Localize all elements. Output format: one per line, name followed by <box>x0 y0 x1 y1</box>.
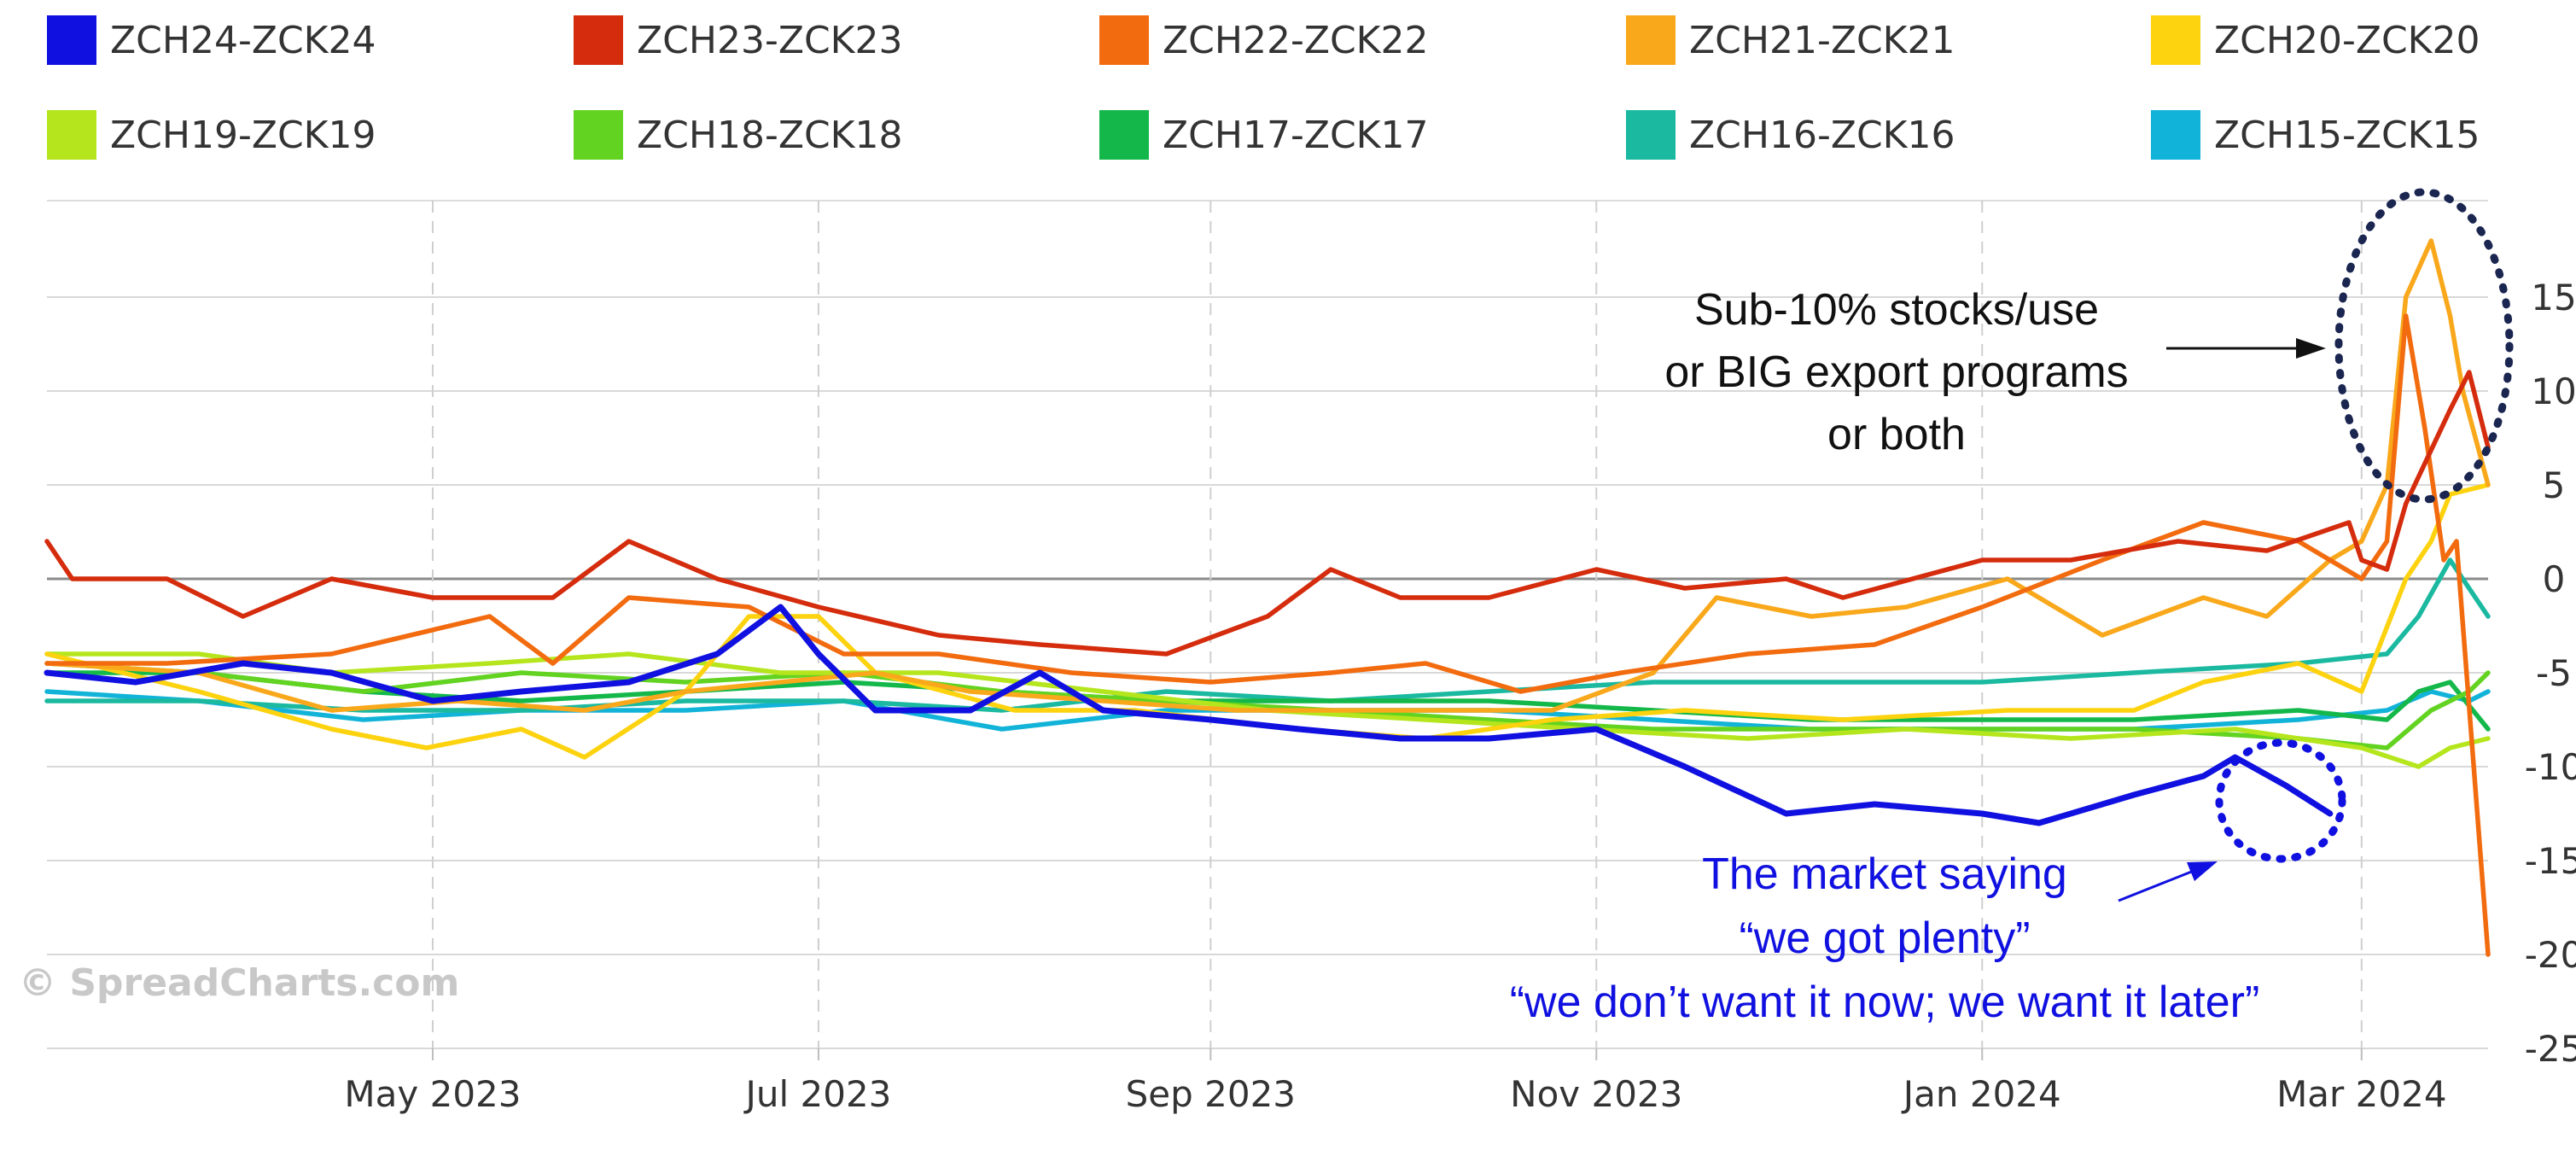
y-axis: 15 10 5 0 -5 -10 -15 -20 -25 <box>2525 277 2576 1070</box>
x-tick-label: Jan 2024 <box>1901 1073 2061 1115</box>
legend-item[interactable]: ZCH17-ZCK17 <box>1099 109 1429 161</box>
chart-grid <box>47 200 2488 1049</box>
series-line <box>44 651 2491 769</box>
chart-series-layer <box>44 238 2491 957</box>
x-axis: May 2023 Jul 2023 Sep 2023 Nov 2023 Jan 2024… <box>344 1048 2447 1115</box>
annotation-text: or BIG export programs <box>1664 347 2128 397</box>
series-line <box>44 670 2491 732</box>
y-tick-label: -25 <box>2525 1028 2576 1070</box>
y-tick-label: -10 <box>2525 746 2576 788</box>
annotation-text: Sub-10% stocks/use <box>1694 285 2099 335</box>
y-tick-label: -20 <box>2525 934 2576 976</box>
series-line <box>44 557 2491 713</box>
legend-item[interactable]: ZCH24-ZCK24 <box>47 15 376 66</box>
x-tick-label: Sep 2023 <box>1126 1073 1296 1115</box>
legend-label: ZCH18-ZCK18 <box>637 113 903 157</box>
chart-legend: ZCH24-ZCK24 ZCH23-ZCK23 ZCH22-ZCK22 ZCH21-Z… <box>0 0 2576 179</box>
legend-label: ZCH16-ZCK16 <box>1689 113 1955 157</box>
arrow-head <box>2296 338 2326 359</box>
series-line <box>44 604 2334 826</box>
series-line <box>44 238 2491 713</box>
legend-swatch <box>1099 110 1149 160</box>
legend-label: ZCH23-ZCK23 <box>637 18 903 62</box>
legend-label: ZCH22-ZCK22 <box>1163 18 1429 62</box>
x-tick-label: Mar 2024 <box>2276 1073 2446 1115</box>
arrow-head <box>2187 861 2218 881</box>
legend-item[interactable]: ZCH20-ZCK20 <box>2151 15 2480 66</box>
y-tick-label: 0 <box>2543 558 2566 600</box>
x-tick-label: Jul 2023 <box>743 1073 891 1115</box>
legend-item[interactable]: ZCH19-ZCK19 <box>47 109 376 161</box>
legend-swatch <box>1099 15 1149 65</box>
annotation-text: The market saying <box>1702 849 2067 899</box>
legend-swatch <box>47 110 96 160</box>
legend-label: ZCH21-ZCK21 <box>1689 18 1955 62</box>
legend-label: ZCH24-ZCK24 <box>110 18 376 62</box>
annotation-text: “we got plenty” <box>1739 914 2030 963</box>
annotation-text: “we don’t want it now; we want it later” <box>1510 978 2260 1027</box>
legend-swatch <box>2151 15 2200 65</box>
legend-swatch <box>1626 15 1676 65</box>
y-tick-label: 10 <box>2531 371 2576 412</box>
series-line <box>44 313 2491 957</box>
y-tick-label: -15 <box>2525 840 2576 882</box>
legend-item[interactable]: ZCH23-ZCK23 <box>574 15 903 66</box>
chart-annotations: Sub-10% stocks/use or BIG export programs… <box>1510 188 2514 1027</box>
y-tick-label: -5 <box>2536 652 2572 694</box>
annotation-arrow <box>2118 869 2194 902</box>
legend-item[interactable]: ZCH22-ZCK22 <box>1099 15 1429 66</box>
legend-item[interactable]: ZCH15-ZCK15 <box>2151 109 2480 161</box>
legend-swatch <box>574 15 623 65</box>
y-tick-label: 5 <box>2543 464 2566 506</box>
legend-item[interactable]: ZCH16-ZCK16 <box>1626 109 1955 161</box>
legend-label: ZCH20-ZCK20 <box>2214 18 2480 62</box>
y-tick-label: 15 <box>2531 277 2576 318</box>
legend-swatch <box>574 110 623 160</box>
legend-label: ZCH15-ZCK15 <box>2214 113 2480 157</box>
callout-ellipse-plenty <box>2215 738 2346 863</box>
x-tick-label: May 2023 <box>344 1073 521 1115</box>
legend-item[interactable]: ZCH18-ZCK18 <box>574 109 903 161</box>
legend-item[interactable]: ZCH21-ZCK21 <box>1626 15 1955 66</box>
callout-ellipse-spike <box>2334 188 2514 504</box>
series-line <box>44 661 2491 750</box>
legend-label: ZCH19-ZCK19 <box>110 113 376 157</box>
legend-swatch <box>1626 110 1676 160</box>
legend-swatch <box>47 15 96 65</box>
legend-swatch <box>2151 110 2200 160</box>
x-tick-label: Nov 2023 <box>1510 1073 1682 1115</box>
legend-label: ZCH17-ZCK17 <box>1163 113 1429 157</box>
series-line <box>44 370 2491 657</box>
watermark-text: © SpreadCharts.com <box>19 961 459 1005</box>
annotation-text: or both <box>1827 410 1966 459</box>
